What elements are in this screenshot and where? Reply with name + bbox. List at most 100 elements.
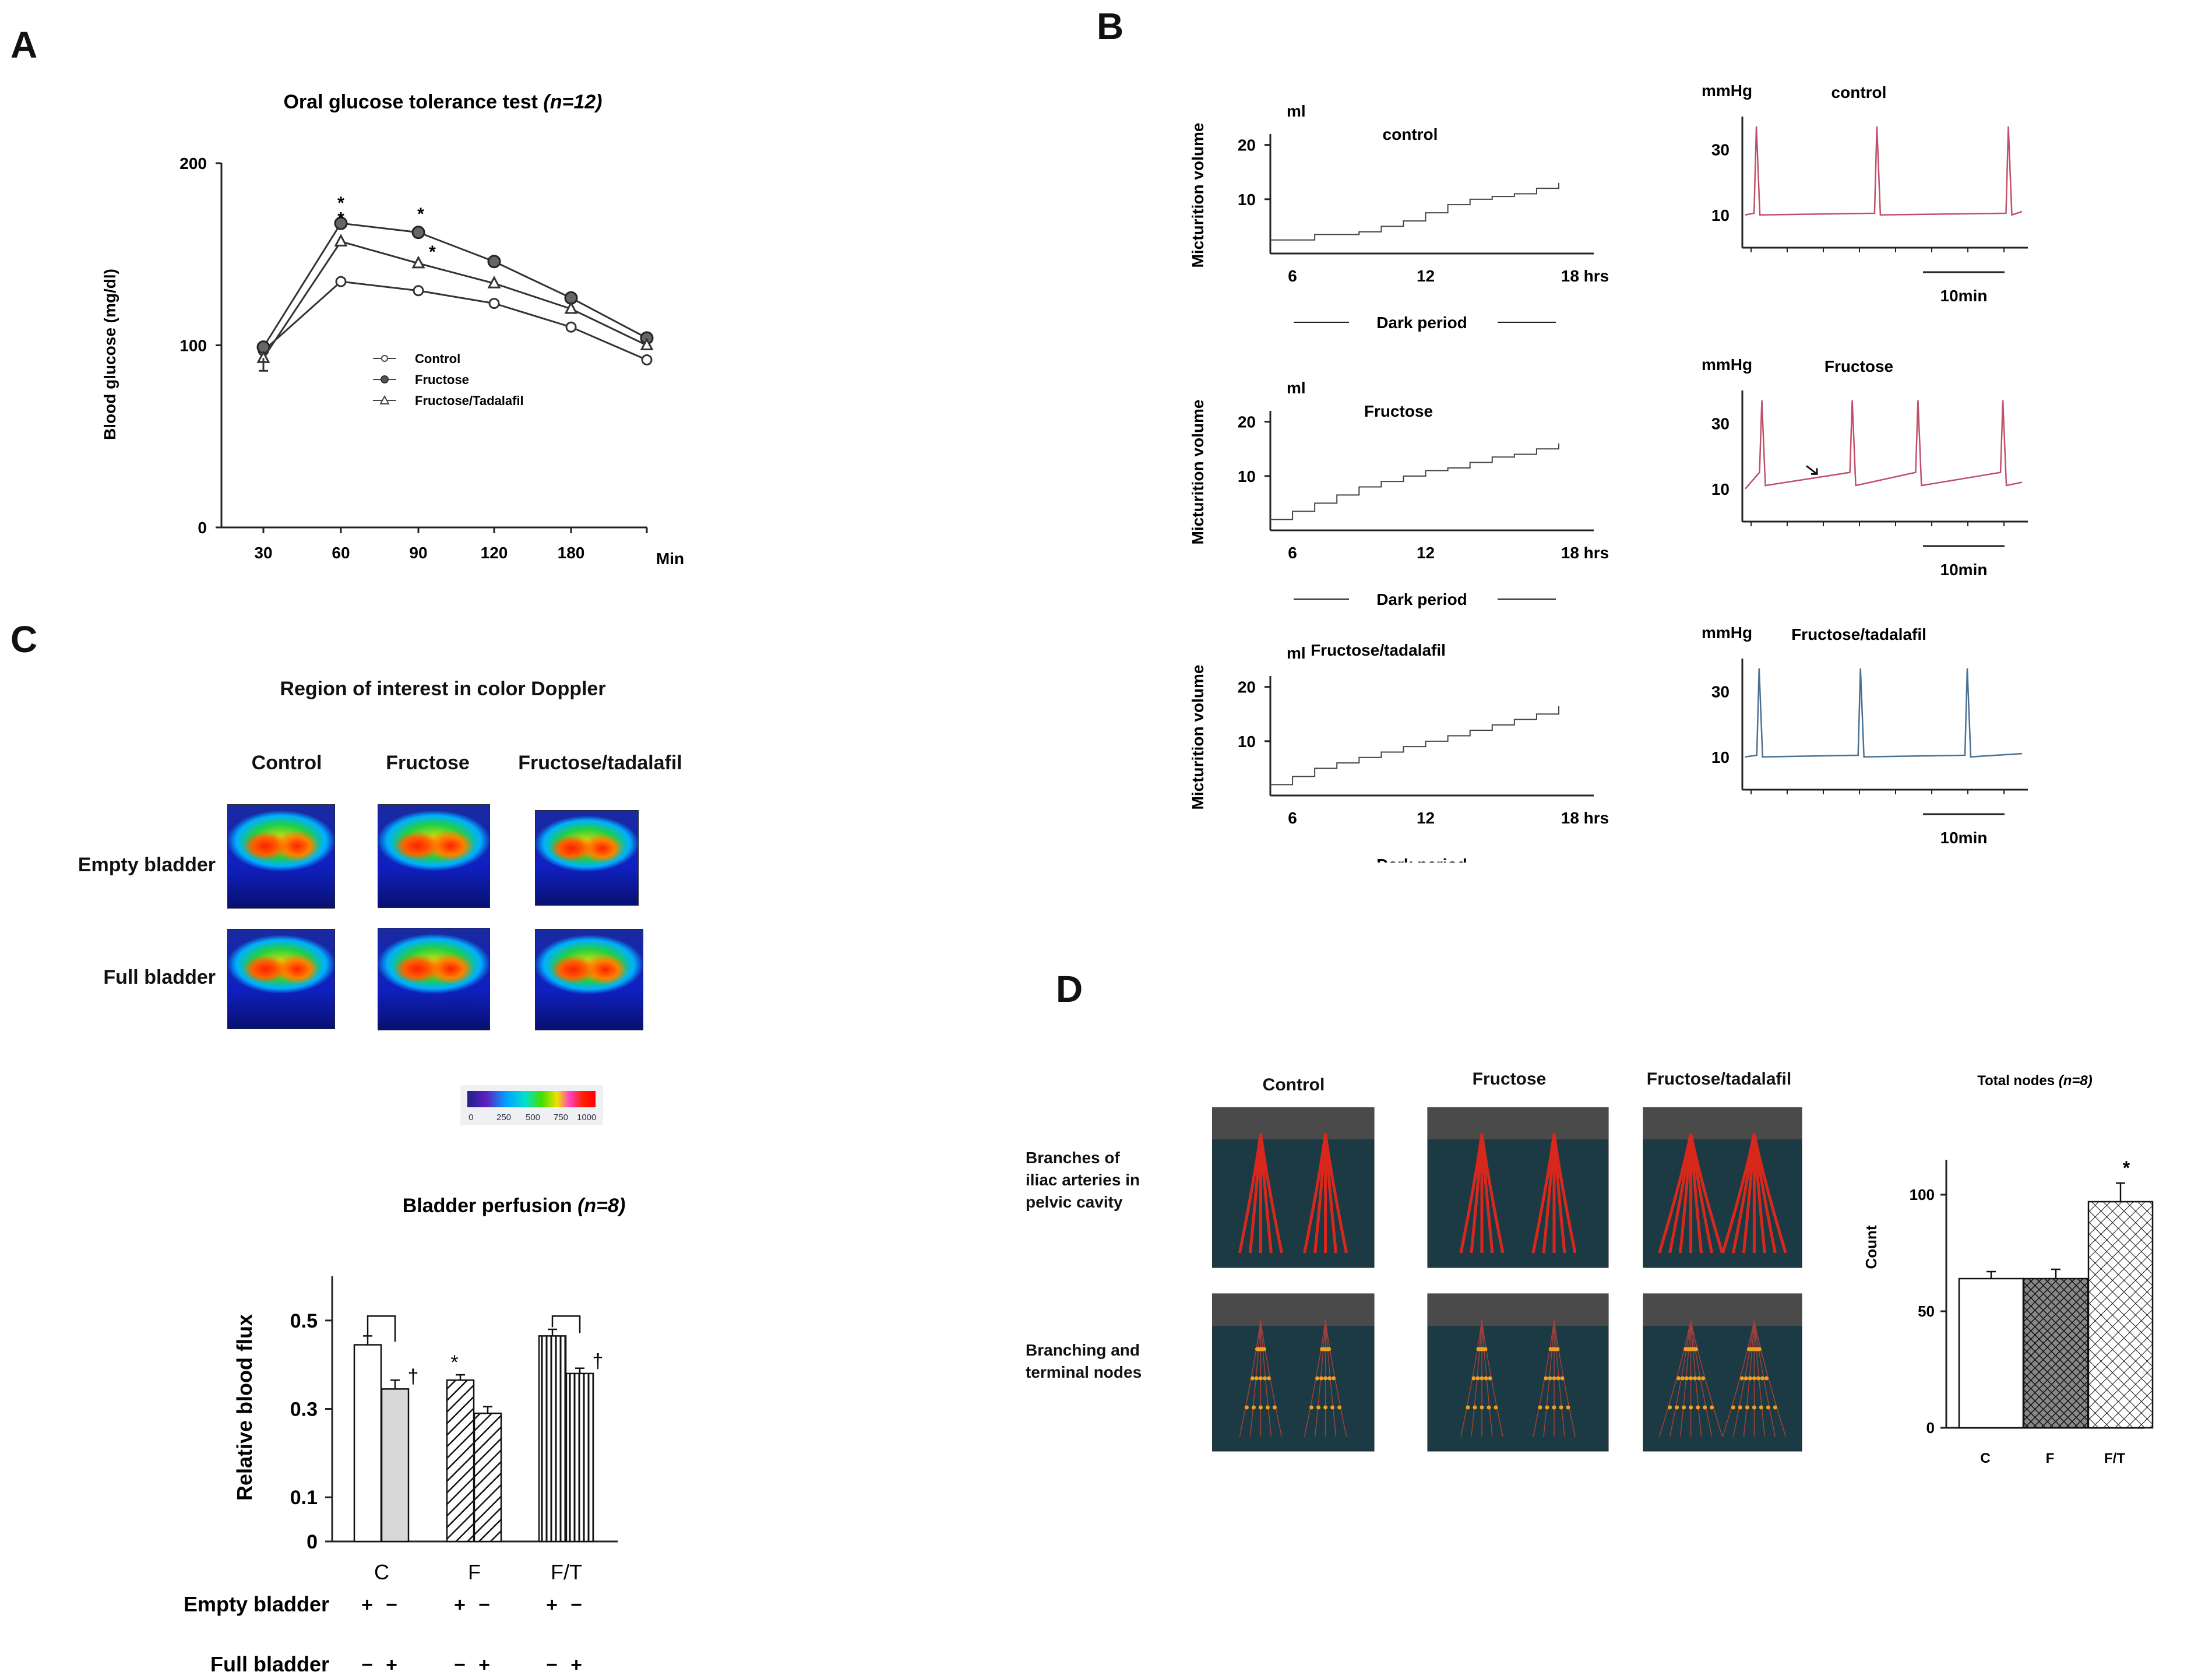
significance-mark: † (408, 1365, 419, 1388)
pressure-unit: mmHg (1702, 624, 1752, 642)
colorbar-tick-250: 250 (496, 1113, 511, 1122)
panel-label-c: C (10, 618, 38, 660)
vessel-image-branches-control (1212, 1107, 1375, 1268)
node-dot (1315, 1376, 1320, 1381)
doppler-colorbar: 0 250 500 750 1000 (460, 1085, 603, 1125)
point-fructose-tadalafil (411, 255, 425, 269)
row2-line2: terminal nodes (1026, 1363, 1142, 1381)
vessel-centerline (1732, 1319, 1755, 1437)
node-dot (1766, 1405, 1770, 1410)
point-control (413, 285, 424, 297)
node-dot (1244, 1405, 1249, 1410)
volume-xtick-label: 12 (1417, 809, 1435, 827)
volume-panel-title: control (1383, 125, 1438, 143)
node-dot (1316, 1405, 1321, 1410)
vessel-centerline (1260, 1319, 1283, 1437)
chart-a-xtick-label: 30 (254, 544, 272, 562)
node-dot (1675, 1405, 1679, 1410)
chart-c-ytick-label: 0 (307, 1531, 318, 1553)
colorbar-tick-500: 500 (526, 1113, 540, 1122)
vessel-centerline (1481, 1319, 1493, 1437)
node-dot (1475, 1376, 1480, 1381)
series-line-fructose-tadalafil (262, 240, 647, 359)
point-fructose (411, 226, 425, 240)
pressure-panel-title: control (1831, 83, 1887, 101)
node-dot (1471, 1376, 1476, 1381)
comparison-bracket (367, 1315, 396, 1342)
pressure-ytick-label: 10 (1711, 748, 1730, 766)
sign-empty: + (546, 1594, 558, 1616)
series-line-control (263, 280, 647, 361)
point-fructose (334, 216, 348, 230)
panel-d-col-fructose-tadalafil: Fructose/tadalafil (1646, 1069, 1792, 1089)
node-dot (1756, 1376, 1760, 1381)
sign-empty: + (454, 1594, 466, 1616)
vessel-centerline (1260, 1319, 1272, 1437)
vessel-centerline (1314, 1319, 1326, 1437)
colorbar-tick-750: 750 (554, 1113, 568, 1122)
node-dot (1710, 1405, 1714, 1410)
node-dot (1330, 1405, 1335, 1410)
sign-empty: − (478, 1594, 490, 1616)
iliac-artery-branch (1259, 1133, 1283, 1254)
bar-c-empty (353, 1344, 382, 1543)
chart-c-title: Bladder perfusion (n=8) (403, 1195, 626, 1217)
sign-full: + (570, 1654, 582, 1672)
chart-c-xtick-label: F/T (551, 1560, 582, 1584)
node-dot (1668, 1405, 1672, 1410)
chart-a-xlabel: Min (656, 550, 684, 568)
legend-control-marker (381, 355, 388, 362)
panel-label-a: A (10, 24, 38, 66)
row1-line3: pelvic cavity (1026, 1193, 1123, 1211)
panel-d-bar-chart: Total nodes (n=8) Count 0 50 100 C F * F/T (1862, 1073, 2154, 1466)
node-dot (1696, 1405, 1700, 1410)
vessel-centerline (1690, 1319, 1713, 1437)
significance-asterisk: * (429, 242, 436, 262)
chart-d-xtick-label: F (2046, 1451, 2055, 1466)
iliac-artery-branch (1324, 1133, 1348, 1254)
node-dot (1323, 1405, 1328, 1410)
node-dot (1258, 1405, 1263, 1410)
significance-asterisk: * (337, 193, 344, 213)
vessel-centerline (1753, 1319, 1787, 1437)
chart-d-ytick-label: 50 (1918, 1303, 1935, 1320)
panel-label-b: B (1097, 5, 1124, 47)
volume-ytick-label: 10 (1238, 467, 1256, 485)
panel-c-bar-chart: Bladder perfusion (n=8) Relative blood f… (184, 1195, 626, 1672)
volume-ytick-label: 10 (1238, 733, 1256, 751)
vessel-centerline (1690, 1319, 1702, 1437)
panel-c-row-full: Full bladder (103, 966, 216, 988)
scale-bar-label: 10min (1940, 287, 1988, 305)
doppler-full-tadalafil (535, 929, 643, 1030)
node-dot (1466, 1405, 1470, 1410)
volume-unit: ml (1287, 379, 1306, 397)
panel-d-vessel-images (1212, 1107, 1802, 1452)
bar-f-t-empty (538, 1335, 567, 1543)
panel-d-col-fructose: Fructose (1472, 1069, 1547, 1089)
vessel-centerline (1679, 1319, 1692, 1437)
node-dot (1556, 1376, 1561, 1381)
panel-c-col-fructose: Fructose (386, 752, 470, 774)
node-dot (1251, 1405, 1256, 1410)
significance-asterisk: * (417, 205, 424, 224)
node-dot (1752, 1405, 1756, 1410)
node-dot (1548, 1376, 1552, 1381)
panel-c-col-control: Control (251, 752, 322, 774)
node-dot (1559, 1405, 1563, 1410)
pressure-unit: mmHg (1702, 355, 1752, 374)
point-fructose-tadalafil (334, 234, 348, 247)
node-dot (1265, 1405, 1270, 1410)
point-fructose-tadalafil (640, 337, 654, 350)
node-dot (1701, 1376, 1706, 1381)
chart-a-xtick-label: 90 (409, 544, 427, 562)
legend-fructose-tadalafil: Fructose/Tadalafil (415, 393, 524, 408)
volume-ytick-label: 20 (1238, 136, 1256, 154)
volume-unit: ml (1287, 644, 1306, 662)
pressure-ytick-label: 10 (1711, 480, 1730, 498)
node-dot (1484, 1376, 1488, 1381)
significance-mark: * (450, 1351, 458, 1374)
node-dot (1262, 1347, 1266, 1351)
volume-ytick-label: 20 (1238, 413, 1256, 431)
vessel-centerline (1658, 1319, 1692, 1437)
